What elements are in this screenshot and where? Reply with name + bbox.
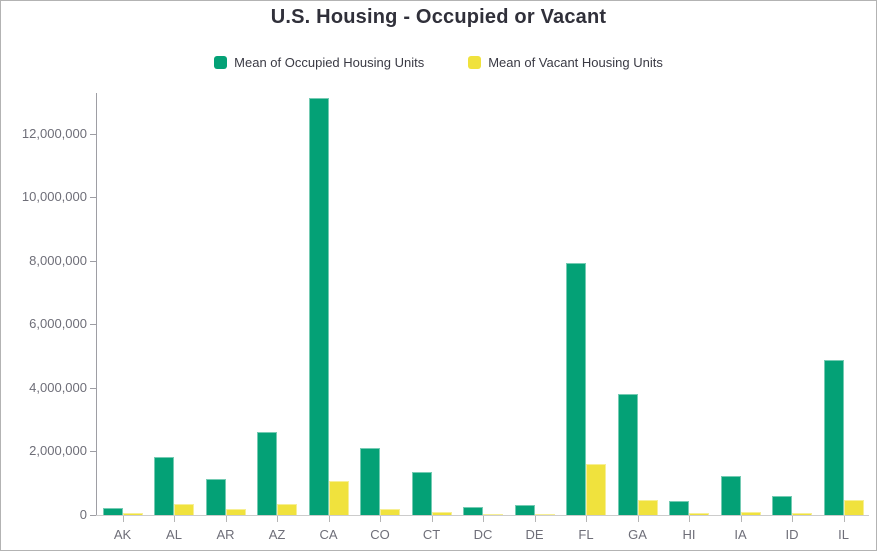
bar-occupied-FL[interactable] bbox=[566, 263, 586, 515]
x-axis-label: IL bbox=[838, 527, 849, 542]
chart-title: U.S. Housing - Occupied or Vacant bbox=[270, 6, 607, 28]
bar-occupied-AK[interactable] bbox=[102, 507, 123, 515]
bar-occupied-AZ[interactable] bbox=[257, 432, 277, 515]
y-axis-label: 4,000,000 bbox=[29, 379, 87, 395]
y-axis-tick bbox=[90, 133, 96, 135]
x-axis-tick bbox=[792, 516, 793, 522]
bar-vacant-AL[interactable] bbox=[174, 504, 194, 515]
x-axis-tick bbox=[740, 516, 742, 522]
y-axis-label: 2,000,000 bbox=[29, 443, 87, 459]
bar-occupied-IA[interactable] bbox=[720, 475, 741, 515]
x-axis-label: CO bbox=[370, 527, 390, 542]
bar-occupied-CT[interactable] bbox=[411, 471, 432, 515]
bar-occupied-AL[interactable] bbox=[154, 456, 174, 515]
bar-vacant-CA[interactable] bbox=[328, 481, 349, 515]
x-axis-label: AR bbox=[216, 527, 235, 542]
bar-occupied-CA[interactable] bbox=[308, 98, 329, 515]
bar-vacant-ID[interactable] bbox=[792, 513, 812, 515]
x-axis-label: ID bbox=[785, 527, 799, 542]
bar-occupied-DC[interactable] bbox=[463, 507, 483, 515]
x-axis-tick bbox=[328, 516, 330, 522]
x-axis-tick bbox=[586, 516, 587, 522]
x-axis-label: AZ bbox=[268, 527, 286, 542]
x-axis-line bbox=[96, 515, 869, 516]
bar-vacant-CT[interactable] bbox=[431, 511, 452, 515]
y-axis-tick bbox=[90, 451, 96, 453]
x-axis-tick bbox=[843, 516, 845, 522]
legend-swatch-occupied bbox=[214, 56, 228, 69]
x-axis-label: CA bbox=[319, 527, 338, 542]
x-axis-tick bbox=[431, 516, 433, 522]
bar-vacant-IL[interactable] bbox=[843, 500, 864, 515]
bar-occupied-IL[interactable] bbox=[823, 360, 844, 515]
x-axis-label: AL bbox=[166, 527, 182, 542]
bar-vacant-HI[interactable] bbox=[689, 513, 709, 515]
x-axis-label: HI bbox=[682, 527, 696, 542]
legend-item-occupied[interactable]: Mean of Occupied Housing Units bbox=[214, 55, 424, 70]
bar-vacant-AR[interactable] bbox=[225, 508, 246, 515]
bar-occupied-HI[interactable] bbox=[669, 501, 689, 515]
x-axis-tick bbox=[637, 516, 639, 522]
bar-occupied-CO[interactable] bbox=[360, 448, 380, 515]
x-axis-label: AK bbox=[113, 527, 132, 542]
x-axis-tick bbox=[689, 516, 690, 522]
x-axis-tick bbox=[483, 516, 484, 522]
y-axis-tick bbox=[90, 515, 96, 516]
x-axis-label: DC bbox=[473, 527, 493, 542]
x-axis-tick bbox=[534, 516, 536, 522]
y-axis-label: 12,000,000 bbox=[21, 125, 87, 141]
y-axis-line bbox=[96, 93, 97, 516]
x-axis-label: CT bbox=[422, 527, 441, 542]
x-axis-tick bbox=[380, 516, 381, 522]
x-axis-label: DE bbox=[525, 527, 544, 542]
x-axis-label: GA bbox=[628, 527, 647, 542]
bar-vacant-DC[interactable] bbox=[483, 514, 503, 515]
legend-swatch-vacant bbox=[468, 56, 482, 69]
x-axis-tick bbox=[122, 516, 124, 522]
y-axis-label: 8,000,000 bbox=[29, 252, 87, 268]
x-axis-tick bbox=[174, 516, 175, 522]
bar-occupied-DE[interactable] bbox=[514, 504, 535, 515]
bar-vacant-AZ[interactable] bbox=[277, 503, 297, 515]
bar-vacant-GA[interactable] bbox=[637, 500, 658, 515]
y-axis-tick bbox=[90, 324, 96, 326]
legend: Mean of Occupied Housing Units Mean of V… bbox=[1, 55, 876, 70]
bar-vacant-DE[interactable] bbox=[534, 513, 555, 515]
legend-label-vacant: Mean of Vacant Housing Units bbox=[488, 55, 663, 70]
y-axis-tick bbox=[90, 197, 96, 199]
bar-occupied-ID[interactable] bbox=[772, 495, 792, 515]
x-axis-label: IA bbox=[734, 527, 747, 542]
y-axis-tick bbox=[90, 387, 96, 389]
x-axis-tick bbox=[225, 516, 227, 522]
y-axis-label: 10,000,000 bbox=[21, 189, 87, 205]
legend-label-occupied: Mean of Occupied Housing Units bbox=[234, 55, 425, 70]
bar-vacant-FL[interactable] bbox=[586, 464, 606, 515]
bar-vacant-AK[interactable] bbox=[122, 513, 143, 515]
legend-item-vacant[interactable]: Mean of Vacant Housing Units bbox=[468, 55, 663, 70]
x-axis-label: FL bbox=[578, 527, 594, 542]
y-axis-tick bbox=[90, 260, 96, 262]
bar-vacant-CO[interactable] bbox=[380, 508, 400, 515]
y-axis-label: 0 bbox=[79, 507, 87, 522]
x-axis-tick bbox=[277, 516, 278, 522]
bar-occupied-AR[interactable] bbox=[205, 478, 226, 515]
bar-occupied-GA[interactable] bbox=[617, 394, 638, 515]
y-axis-label: 6,000,000 bbox=[29, 316, 87, 332]
bar-vacant-IA[interactable] bbox=[740, 511, 761, 515]
